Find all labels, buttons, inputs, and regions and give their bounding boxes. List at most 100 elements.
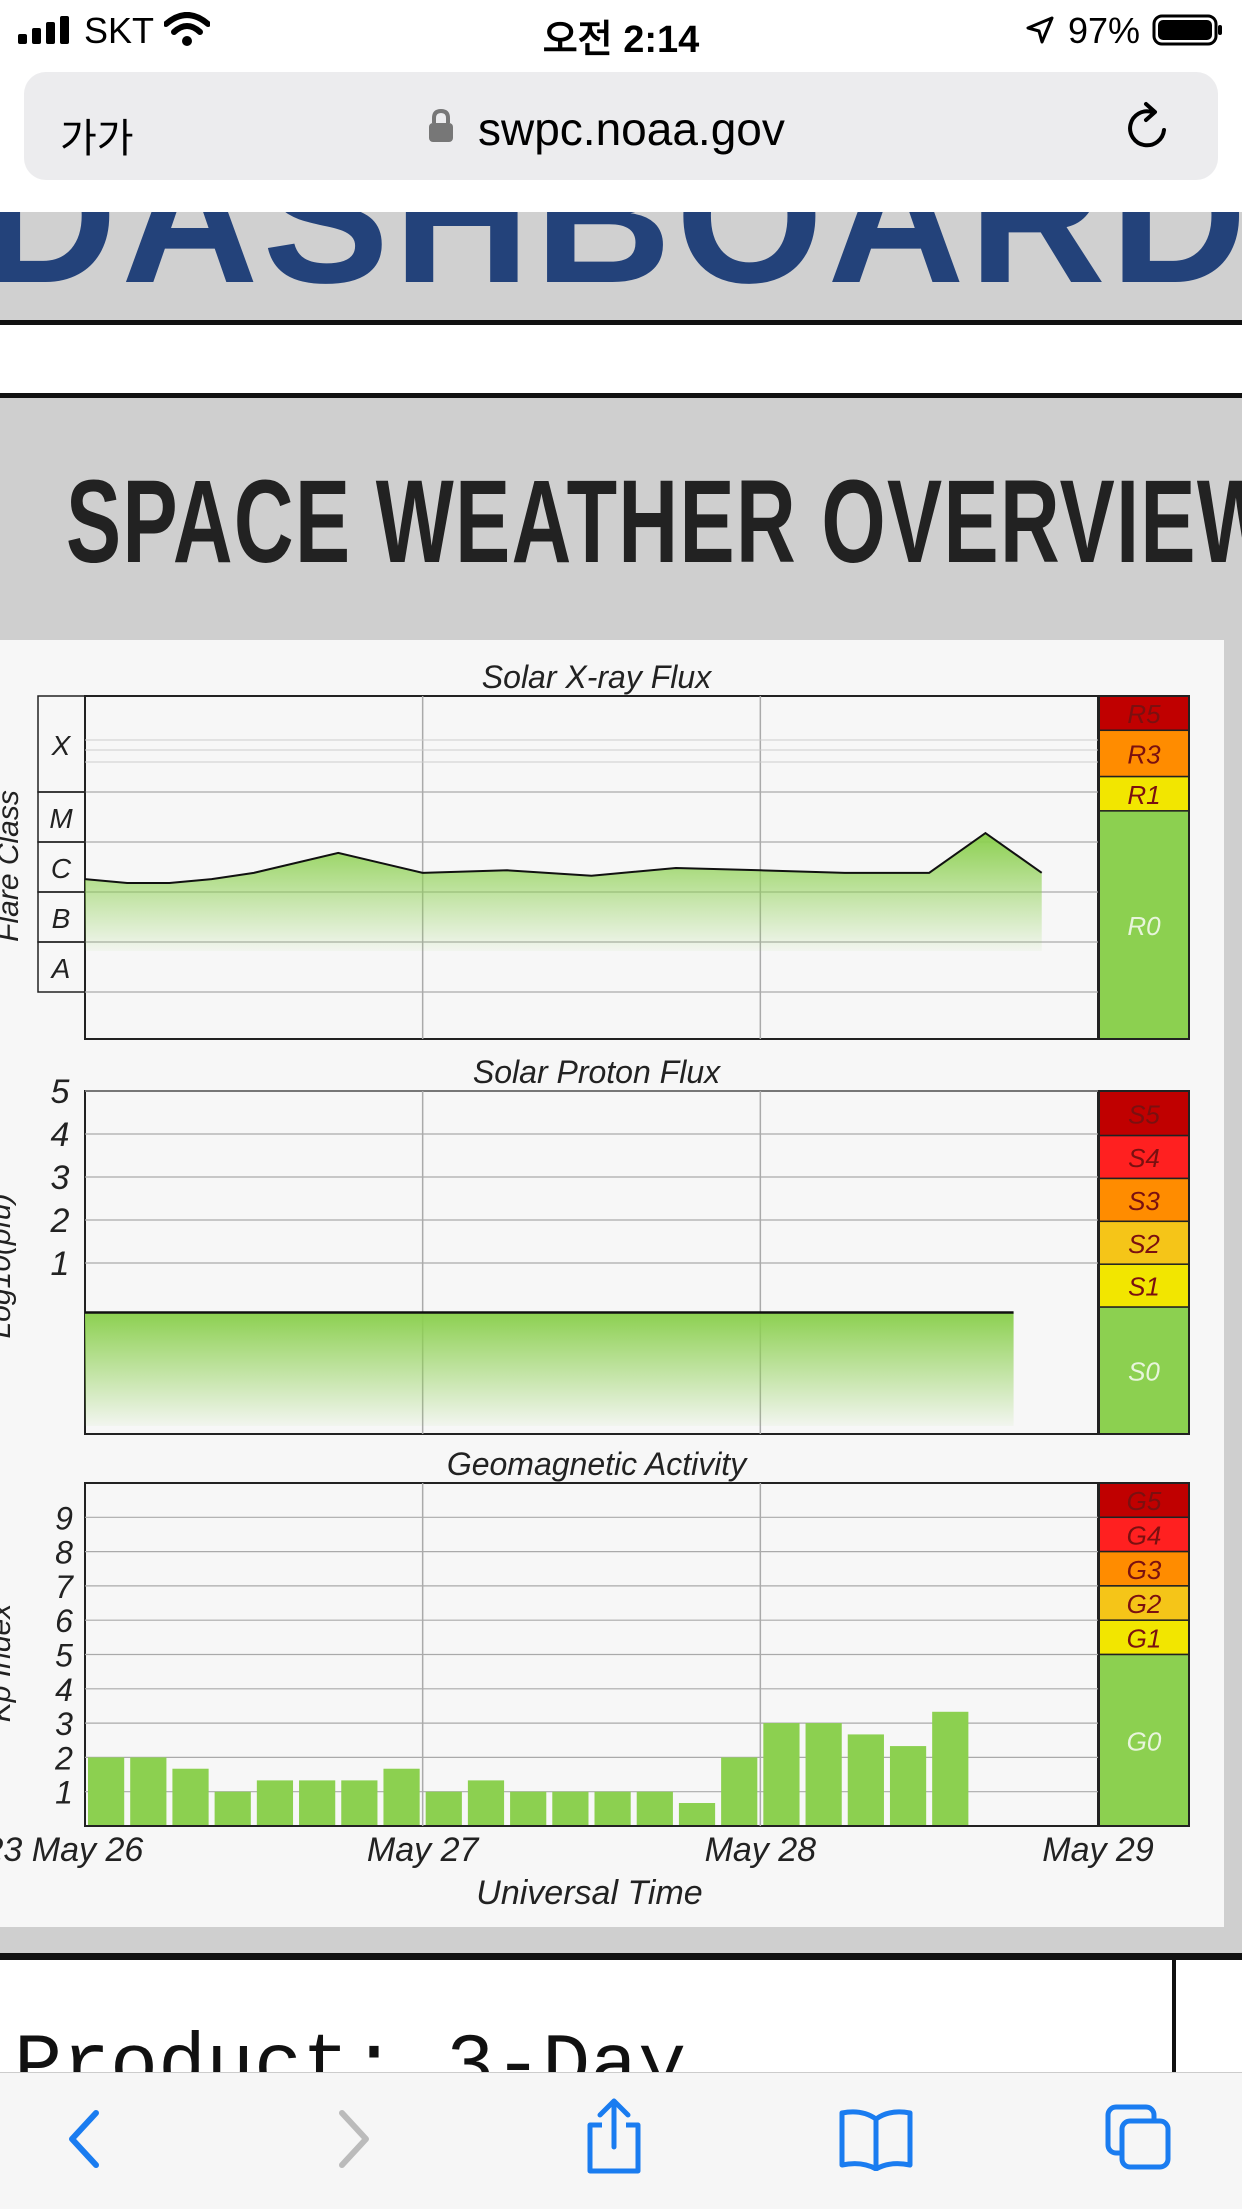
kp-bar bbox=[425, 1791, 462, 1825]
dashboard-banner: DASHBOARD bbox=[0, 212, 1242, 325]
kp-bar bbox=[341, 1780, 378, 1825]
scale-label-g3: G3 bbox=[1127, 1555, 1162, 1585]
signal-icon bbox=[18, 16, 69, 44]
kp-bar bbox=[383, 1768, 420, 1825]
scale-label-s5: S5 bbox=[1128, 1099, 1160, 1129]
text-size-button[interactable]: 가가 bbox=[60, 117, 134, 161]
kp-tick-label: 4 bbox=[55, 1672, 73, 1708]
kp-bar bbox=[552, 1791, 589, 1825]
axis-label-universal-time: Universal Time bbox=[476, 1874, 702, 1912]
carrier-name: SKT bbox=[84, 10, 155, 51]
kp-bar bbox=[678, 1803, 716, 1825]
kp-bar bbox=[214, 1791, 251, 1825]
kp-tick-label: 5 bbox=[55, 1638, 73, 1674]
scale-label-s0: S0 bbox=[1128, 1357, 1160, 1387]
proton-tick-label: 3 bbox=[51, 1159, 70, 1197]
separator-strip bbox=[0, 325, 1242, 398]
battery-percent: 97% bbox=[1068, 10, 1141, 51]
share-icon[interactable] bbox=[584, 2095, 644, 2175]
lock-icon bbox=[429, 108, 453, 142]
flare-class-label-c: C bbox=[51, 853, 72, 884]
scale-label-g1: G1 bbox=[1127, 1623, 1162, 1653]
kp-bar bbox=[299, 1780, 336, 1825]
scale-label-g4: G4 bbox=[1127, 1520, 1162, 1550]
kp-bar bbox=[256, 1780, 294, 1825]
flare-class-label-m: M bbox=[49, 803, 73, 834]
scale-label-r3: R3 bbox=[1127, 739, 1161, 769]
chart-title: Solar X-ray Flux bbox=[482, 659, 712, 695]
axis-label-flare-class: Flare Class bbox=[0, 790, 25, 942]
location-arrow-icon bbox=[1026, 16, 1054, 44]
kp-tick-label: 1 bbox=[55, 1775, 73, 1811]
scale-label-g5: G5 bbox=[1127, 1486, 1162, 1516]
flare-class-box bbox=[37, 941, 86, 993]
kp-bar bbox=[932, 1711, 969, 1825]
axis-label-log10-pfu: Log10(pfu) bbox=[0, 1193, 17, 1338]
scale-label-g0: G0 bbox=[1127, 1726, 1162, 1756]
scale-label-g2: G2 bbox=[1127, 1589, 1162, 1619]
kp-tick-label: 7 bbox=[55, 1569, 74, 1605]
scale-label-s3: S3 bbox=[1128, 1186, 1160, 1216]
product-heading: Product: 3-Day bbox=[14, 2022, 687, 2072]
kp-bar bbox=[805, 1723, 842, 1825]
scale-frame bbox=[1098, 695, 1190, 1040]
url-domain: swpc.noaa.gov bbox=[478, 103, 785, 155]
section-divider bbox=[0, 1953, 1242, 1960]
tabs-icon[interactable] bbox=[1104, 2103, 1174, 2173]
battery-icon bbox=[1152, 14, 1222, 46]
scale-label-s4: S4 bbox=[1128, 1143, 1160, 1173]
banner-text: DASHBOARD bbox=[0, 212, 1242, 323]
kp-tick-label: 8 bbox=[55, 1535, 73, 1571]
proton-tick-label: 1 bbox=[51, 1245, 70, 1283]
url-field[interactable]: 가가 swpc.noaa.gov bbox=[24, 72, 1218, 180]
proton-tick-label: 4 bbox=[51, 1116, 70, 1154]
kp-bar bbox=[847, 1734, 884, 1825]
chart-card: Solar X-ray Flux X M C B A Flare Class R5 R3 R1 R0… bbox=[0, 640, 1224, 1927]
forward-icon[interactable] bbox=[334, 2107, 374, 2171]
x-tick-label: May 28 bbox=[705, 1831, 817, 1869]
scale-label-r0: R0 bbox=[1127, 911, 1161, 941]
kp-tick-label: 3 bbox=[55, 1706, 73, 1742]
scale-band-s0 bbox=[1098, 1306, 1190, 1435]
kp-tick-label: 9 bbox=[55, 1500, 73, 1536]
status-bar: SKT 오전 2:14 97% bbox=[0, 0, 1242, 62]
plot-area bbox=[84, 695, 1099, 1040]
browser-toolbar bbox=[0, 2072, 1242, 2209]
proton-flux-fill bbox=[85, 1312, 1014, 1426]
bookmarks-icon[interactable] bbox=[838, 2107, 914, 2171]
kp-bar bbox=[721, 1757, 758, 1825]
scale-label-r5: R5 bbox=[1127, 699, 1161, 729]
proton-tick-label: 5 bbox=[51, 1073, 70, 1111]
kp-bar bbox=[172, 1768, 209, 1825]
scale-label-s2: S2 bbox=[1128, 1229, 1160, 1259]
browser-address-bar: 가가 swpc.noaa.gov bbox=[0, 62, 1242, 213]
kp-tick-label: 2 bbox=[54, 1740, 73, 1776]
scale-band-s3 bbox=[1098, 1177, 1190, 1223]
kp-tick-label: 6 bbox=[55, 1603, 73, 1639]
x-tick-label: May 27 bbox=[367, 1831, 480, 1869]
scale-frame bbox=[1098, 1482, 1190, 1827]
kp-bar bbox=[594, 1791, 631, 1825]
kp-bar bbox=[467, 1780, 505, 1825]
clock: 오전 2:14 bbox=[542, 19, 700, 61]
proton-tick-label: 2 bbox=[50, 1202, 70, 1240]
xray-flux-fill bbox=[85, 833, 1042, 951]
x-tick-label: 2023 May 26 bbox=[0, 1831, 143, 1869]
back-icon[interactable] bbox=[64, 2107, 104, 2171]
xray-flux-line bbox=[84, 831, 1043, 885]
scale-label-s1: S1 bbox=[1128, 1272, 1160, 1302]
scale-band-r3 bbox=[1098, 729, 1190, 778]
product-panel: Product: 3-Day bbox=[0, 1960, 1176, 2072]
scale-frame bbox=[1098, 1090, 1190, 1435]
reload-icon[interactable] bbox=[1124, 100, 1174, 152]
kp-bar bbox=[88, 1757, 125, 1825]
wifi-icon bbox=[164, 12, 210, 46]
axis-label-kp-index: Kp Index bbox=[0, 1603, 17, 1722]
flare-class-label-b: B bbox=[52, 903, 71, 934]
scale-label-r1: R1 bbox=[1127, 780, 1160, 810]
kp-bar bbox=[636, 1791, 673, 1825]
chart-title: Geomagnetic Activity bbox=[447, 1446, 748, 1482]
flare-class-label-x: X bbox=[51, 730, 72, 761]
flare-class-label-a: A bbox=[50, 953, 71, 984]
